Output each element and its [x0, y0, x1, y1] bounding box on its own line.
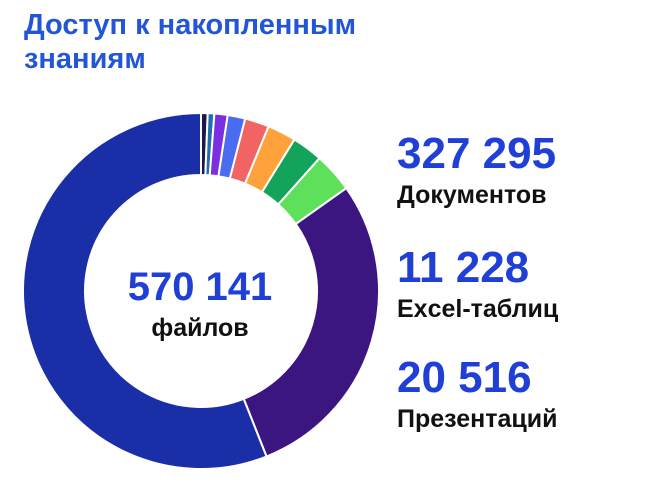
stat-documents-label: Документов — [397, 181, 547, 209]
stat-excel-label: Excel-таблиц — [397, 295, 559, 323]
stat-documents-value: 327 295 — [397, 129, 557, 178]
total-files-value: 570 141 — [127, 265, 273, 309]
stat-presentations: 20 516 Презентаций — [397, 354, 637, 434]
donut-slice-9 — [242, 186, 380, 458]
stat-excel-value: 11 228 — [397, 243, 530, 292]
stat-presentations-value: 20 516 — [397, 353, 532, 402]
stat-presentations-label: Презентаций — [397, 405, 558, 433]
total-files-label: файлов — [151, 314, 249, 342]
chart-title: Доступ к накопленным знаниям — [24, 8, 464, 76]
title-line-1: Доступ к накопленным — [24, 9, 357, 41]
stat-documents: 327 295 Документов — [397, 130, 637, 210]
donut-slice-10 — [22, 111, 268, 470]
stat-excel: 11 228 Excel-таблиц — [397, 244, 637, 324]
title-line-2: знаниям — [24, 43, 146, 75]
